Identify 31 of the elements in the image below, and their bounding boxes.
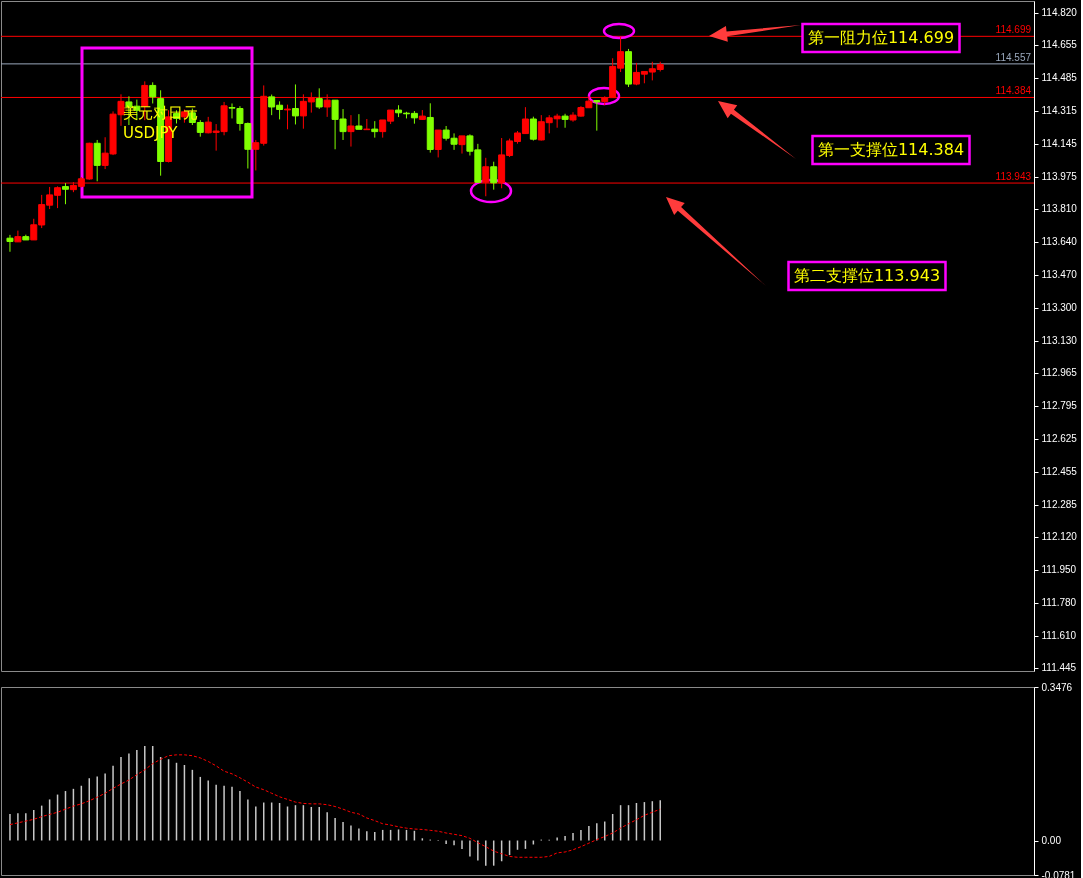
y-tick-label: -0.0781 — [1041, 869, 1076, 878]
y-tick-label: 112.965 — [1041, 367, 1078, 379]
y-tick-label: 112.625 — [1041, 433, 1078, 445]
y-tick-label: 112.455 — [1041, 466, 1078, 478]
y-tick-label: 111.445 — [1041, 662, 1077, 674]
y-tick-label: 113.300 — [1041, 302, 1078, 314]
y-tick-label: 112.285 — [1041, 499, 1078, 511]
annotation: 第一阻力位114.699 — [807, 28, 955, 47]
ref-line-label: 114.384 — [995, 85, 1032, 97]
ref-line-label: 114.557 — [995, 51, 1032, 63]
y-tick-label: 0.00 — [1041, 835, 1062, 847]
y-tick-label: 113.640 — [1041, 236, 1078, 248]
y-tick-label: 112.120 — [1041, 531, 1078, 543]
y-tick-label: 113.975 — [1041, 171, 1078, 183]
y-tick-label: 113.130 — [1041, 335, 1078, 347]
y-tick-label: 113.470 — [1041, 269, 1078, 281]
y-tick-label: 114.820 — [1041, 7, 1078, 19]
y-tick-label: 114.145 — [1041, 138, 1078, 150]
ref-line-label: 114.699 — [995, 24, 1032, 36]
y-tick-label: 111.780 — [1041, 597, 1077, 609]
annotation: 第二支撑位113.943 — [793, 266, 941, 285]
ref-line-label: 113.943 — [995, 171, 1032, 183]
y-tick-label: 112.795 — [1041, 400, 1078, 412]
y-tick-label: 0.3476 — [1041, 681, 1073, 693]
y-tick-label: 114.655 — [1041, 39, 1078, 51]
y-tick-label: 114.485 — [1041, 72, 1078, 84]
annotation: 第一支撑位114.384 — [817, 140, 965, 159]
y-tick-label: 111.610 — [1041, 630, 1077, 642]
y-tick-label: 114.315 — [1041, 105, 1078, 117]
y-tick-label: 111.950 — [1041, 564, 1077, 576]
y-tick-label: 113.810 — [1041, 203, 1078, 215]
